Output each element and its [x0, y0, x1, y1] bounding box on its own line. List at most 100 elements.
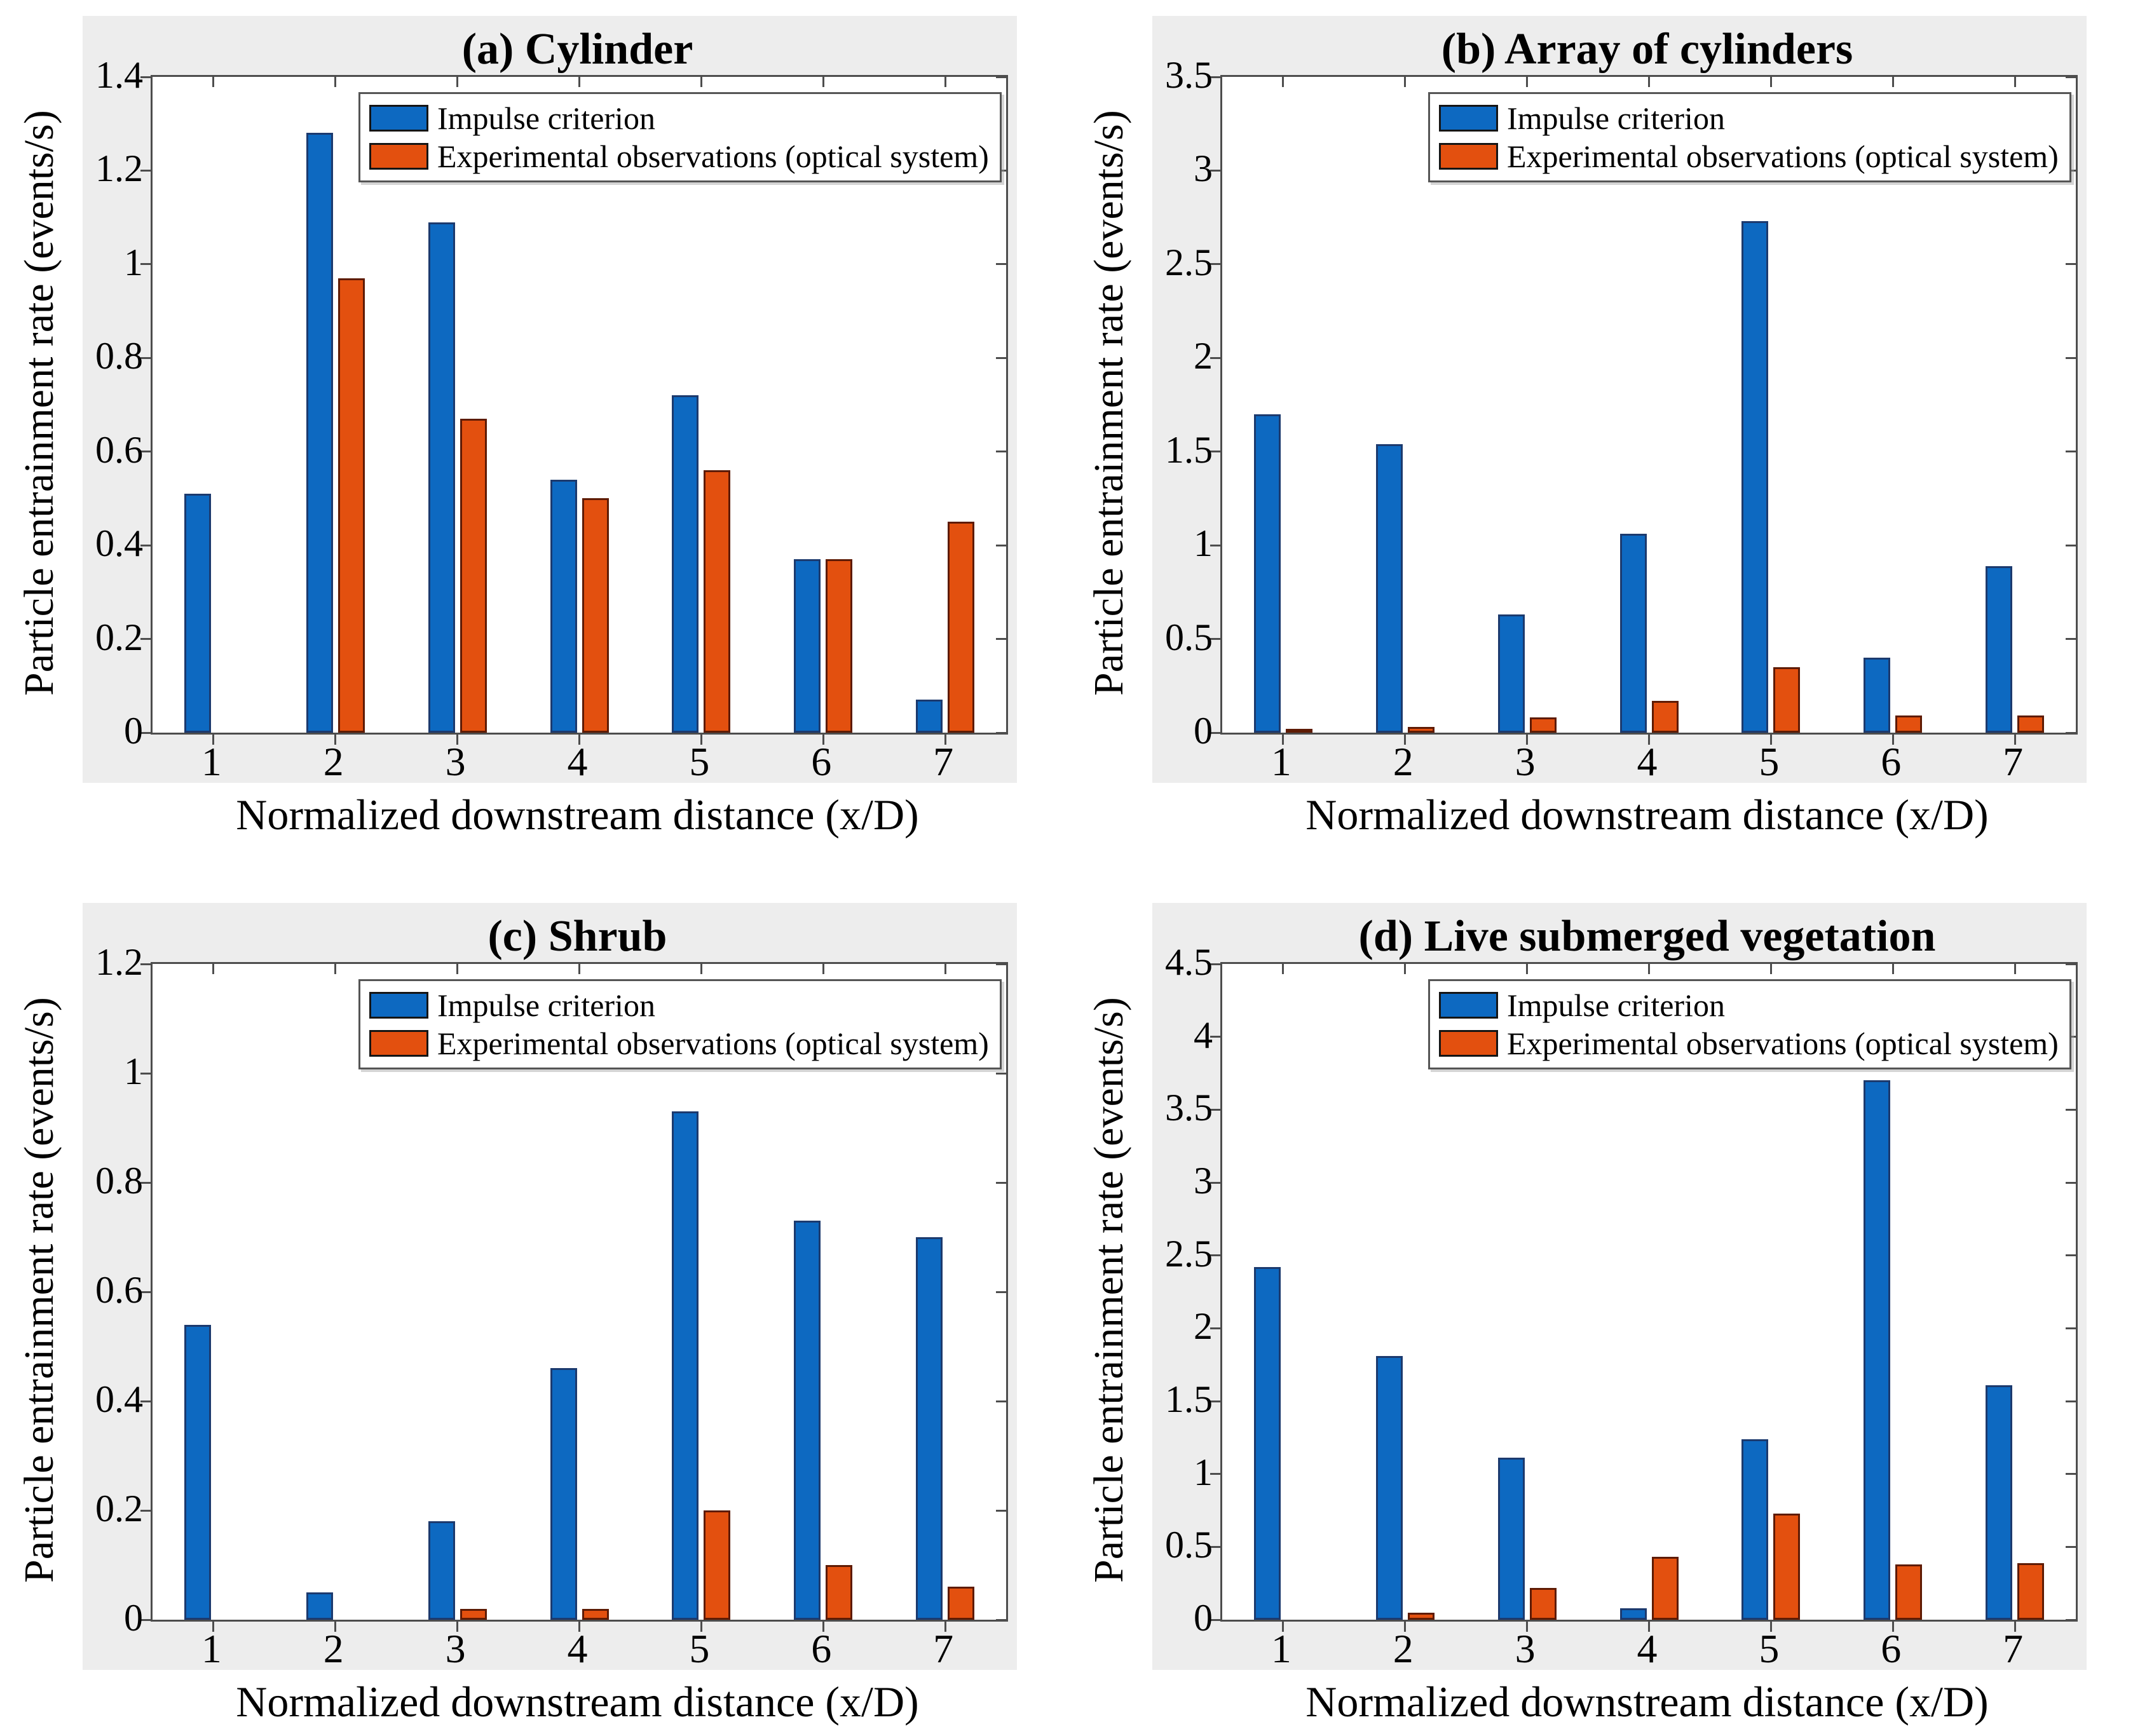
- x-tick-mark: [578, 1622, 580, 1632]
- x-tick-label: 7: [933, 739, 954, 784]
- y-tick-mark: [2066, 544, 2076, 546]
- bar-experimental: [948, 1587, 975, 1620]
- x-tick-mark: [1526, 964, 1529, 974]
- legend-entry-experimental: Experimental observations (optical syste…: [369, 137, 991, 175]
- chart-title: (a) Cylinder: [461, 25, 693, 74]
- y-tick-label: 1.2: [95, 941, 143, 983]
- x-tick-mark: [1769, 735, 1772, 745]
- legend-label: Impulse criterion: [1507, 987, 1725, 1023]
- subplot-background: (a) Cylinder Impulse criterion Experimen…: [83, 16, 1017, 783]
- y-tick-mark: [1210, 169, 1220, 172]
- x-tick-mark: [212, 964, 215, 974]
- panel-a-cylinder: Particle entrainment rate (events/s) (a)…: [0, 0, 1070, 868]
- x-tick-mark: [1282, 1622, 1285, 1632]
- bar-impulse: [184, 1325, 211, 1620]
- x-tick-mark: [1282, 964, 1285, 974]
- y-tick-mark: [2066, 1108, 2076, 1111]
- legend-swatch-impulse: [1439, 992, 1498, 1019]
- x-tick-mark: [1282, 735, 1285, 745]
- x-tick-mark: [1404, 964, 1407, 974]
- y-tick-label: 0.5: [1165, 616, 1213, 658]
- y-tick-mark: [140, 169, 151, 172]
- x-tick-label: 5: [689, 739, 710, 784]
- panel-c-shrub: Particle entrainment rate (events/s) (c)…: [0, 868, 1070, 1736]
- y-tick-mark: [996, 731, 1006, 734]
- bar-experimental: [1773, 667, 1801, 733]
- x-tick-mark: [334, 735, 337, 745]
- x-tick-label: 6: [811, 1626, 832, 1671]
- x-tick-mark: [456, 1622, 459, 1632]
- x-tick-mark: [944, 964, 946, 974]
- chart-title: (d) Live submerged vegetation: [1358, 912, 1936, 961]
- y-tick-mark: [1210, 263, 1220, 266]
- subplot-background: (c) Shrub Impulse criterion Experimental…: [83, 903, 1017, 1670]
- bar-impulse: [1375, 1356, 1403, 1620]
- x-tick-label: 4: [1637, 739, 1658, 784]
- y-tick-mark: [1210, 1036, 1220, 1038]
- x-tick-mark: [1891, 964, 1894, 974]
- bar-impulse: [1741, 1439, 1769, 1620]
- bar-experimental: [582, 498, 609, 733]
- x-tick-mark: [1769, 964, 1772, 974]
- y-tick-label: 0.4: [95, 522, 143, 565]
- legend: Impulse criterion Experimental observati…: [358, 92, 1002, 182]
- y-tick-mark: [996, 1400, 1006, 1402]
- legend-swatch-experimental: [369, 143, 428, 170]
- y-tick-label: 0.8: [95, 1160, 143, 1202]
- bar-impulse: [428, 222, 455, 733]
- bar-impulse: [550, 480, 577, 733]
- bar-impulse: [916, 700, 943, 733]
- y-tick-label: 1: [1194, 1451, 1213, 1493]
- x-axis-label: Normalized downstream distance (x/D): [1305, 790, 1989, 839]
- y-tick-mark: [1210, 731, 1220, 734]
- panel-d-live-submerged-vegetation: Particle entrainment rate (events/s) (d)…: [1070, 868, 2140, 1736]
- x-tick-mark: [1526, 1622, 1529, 1632]
- y-tick-label: 0.6: [95, 1269, 143, 1311]
- x-tick-label: 3: [1515, 1626, 1536, 1671]
- legend-label: Experimental observations (optical syste…: [437, 1026, 989, 1061]
- y-tick-mark: [2066, 1545, 2076, 1548]
- legend-swatch-impulse: [369, 105, 428, 132]
- x-tick-mark: [212, 1622, 215, 1632]
- bar-experimental: [1529, 1588, 1557, 1620]
- bar-impulse: [1619, 1608, 1647, 1620]
- y-tick-mark: [140, 963, 151, 965]
- x-tick-mark: [1526, 735, 1529, 745]
- y-tick-label: 1: [124, 241, 143, 283]
- y-tick-label: 0: [124, 1597, 143, 1639]
- y-tick-mark: [140, 638, 151, 641]
- y-tick-label: 0.5: [1165, 1524, 1213, 1566]
- bar-experimental: [948, 522, 975, 733]
- bar-experimental: [1407, 1613, 1435, 1620]
- x-tick-label: 3: [1515, 739, 1536, 784]
- bar-experimental: [460, 419, 487, 733]
- legend: Impulse criterion Experimental observati…: [358, 979, 1002, 1069]
- y-tick-mark: [1210, 1181, 1220, 1184]
- x-tick-mark: [944, 77, 946, 87]
- y-tick-mark: [996, 1181, 1006, 1184]
- y-axis-label: Particle entrainment rate (events/s): [1086, 997, 1132, 1583]
- y-tick-mark: [140, 1618, 151, 1621]
- bar-impulse: [916, 1237, 943, 1620]
- y-tick-mark: [996, 76, 1006, 78]
- y-tick-label: 0: [124, 710, 143, 752]
- y-tick-mark: [140, 76, 151, 78]
- bar-impulse: [794, 1221, 821, 1620]
- x-tick-mark: [1648, 77, 1650, 87]
- y-tick-label: 2.5: [1165, 1232, 1213, 1275]
- x-tick-mark: [1648, 1622, 1650, 1632]
- bar-impulse: [184, 494, 211, 733]
- x-tick-label: 2: [323, 739, 344, 784]
- x-tick-mark: [1891, 77, 1894, 87]
- y-tick-label: 1: [1194, 522, 1213, 565]
- y-tick-mark: [2066, 1400, 2076, 1402]
- x-axis-label: Normalized downstream distance (x/D): [236, 1678, 919, 1726]
- bar-impulse: [306, 1592, 333, 1620]
- y-tick-mark: [996, 1618, 1006, 1621]
- x-tick-label: 1: [201, 1626, 222, 1671]
- bar-impulse: [1741, 221, 1769, 733]
- y-tick-mark: [1210, 1473, 1220, 1475]
- x-tick-label: 7: [2003, 1626, 2024, 1671]
- x-tick-label: 1: [1271, 1626, 1291, 1671]
- y-tick-label: 4.5: [1165, 941, 1213, 983]
